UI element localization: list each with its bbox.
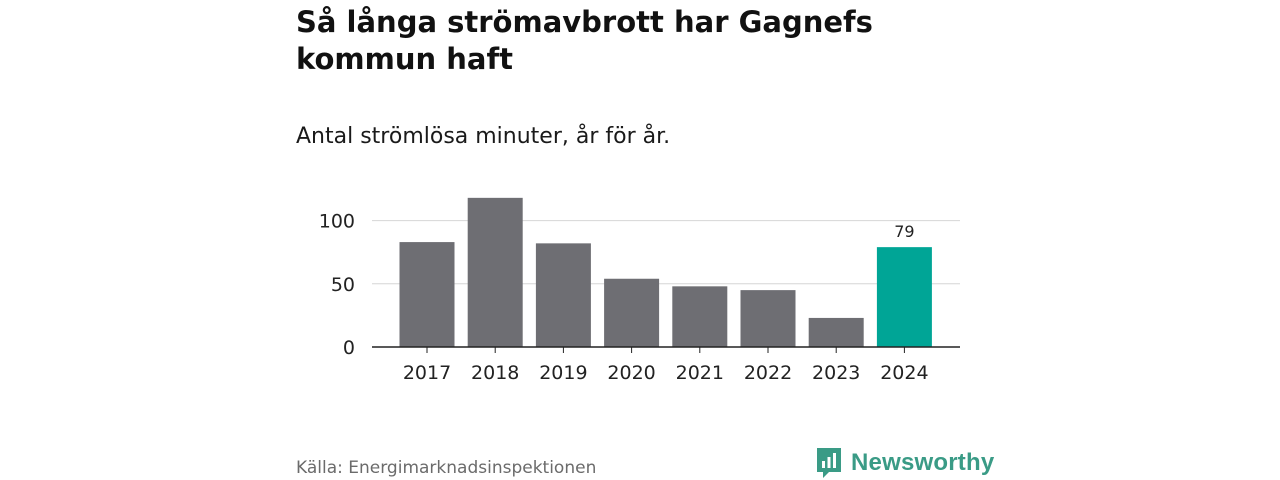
newsworthy-logo-icon [817,448,841,478]
y-tick-label: 50 [331,274,355,296]
x-tick-label: 2018 [471,362,519,384]
bar [740,290,796,347]
chart-title: Så långa strömavbrott har Gagnefs kommun… [296,5,873,76]
x-tick-label: 2023 [812,362,860,384]
x-tick-label: 2024 [880,362,928,384]
bar [467,197,523,347]
x-tick-label: 2019 [539,362,587,384]
y-tick-label: 100 [319,211,355,233]
bar [604,278,660,347]
x-tick-label: 2021 [676,362,724,384]
x-tick-label: 2017 [403,362,451,384]
brand-logo: Newsworthy [815,446,994,480]
bar-chart: 0 50 100 2017 2018 2019 2020 2021 2022 2023 2024 79 [319,197,960,384]
bar [876,247,932,347]
brand-name: Newsworthy [851,449,995,476]
source-note: Källa: Energimarknadsinspektionen [296,458,597,478]
bar [672,286,728,347]
bar [535,243,591,347]
chart-subtitle: Antal strömlösa minuter, år för år. [296,124,671,149]
x-tick-label: 2022 [744,362,792,384]
data-label: 79 [894,222,914,241]
bar [399,242,455,347]
y-tick-label: 0 [343,337,355,359]
x-tick-label: 2020 [607,362,655,384]
bar [808,317,864,347]
